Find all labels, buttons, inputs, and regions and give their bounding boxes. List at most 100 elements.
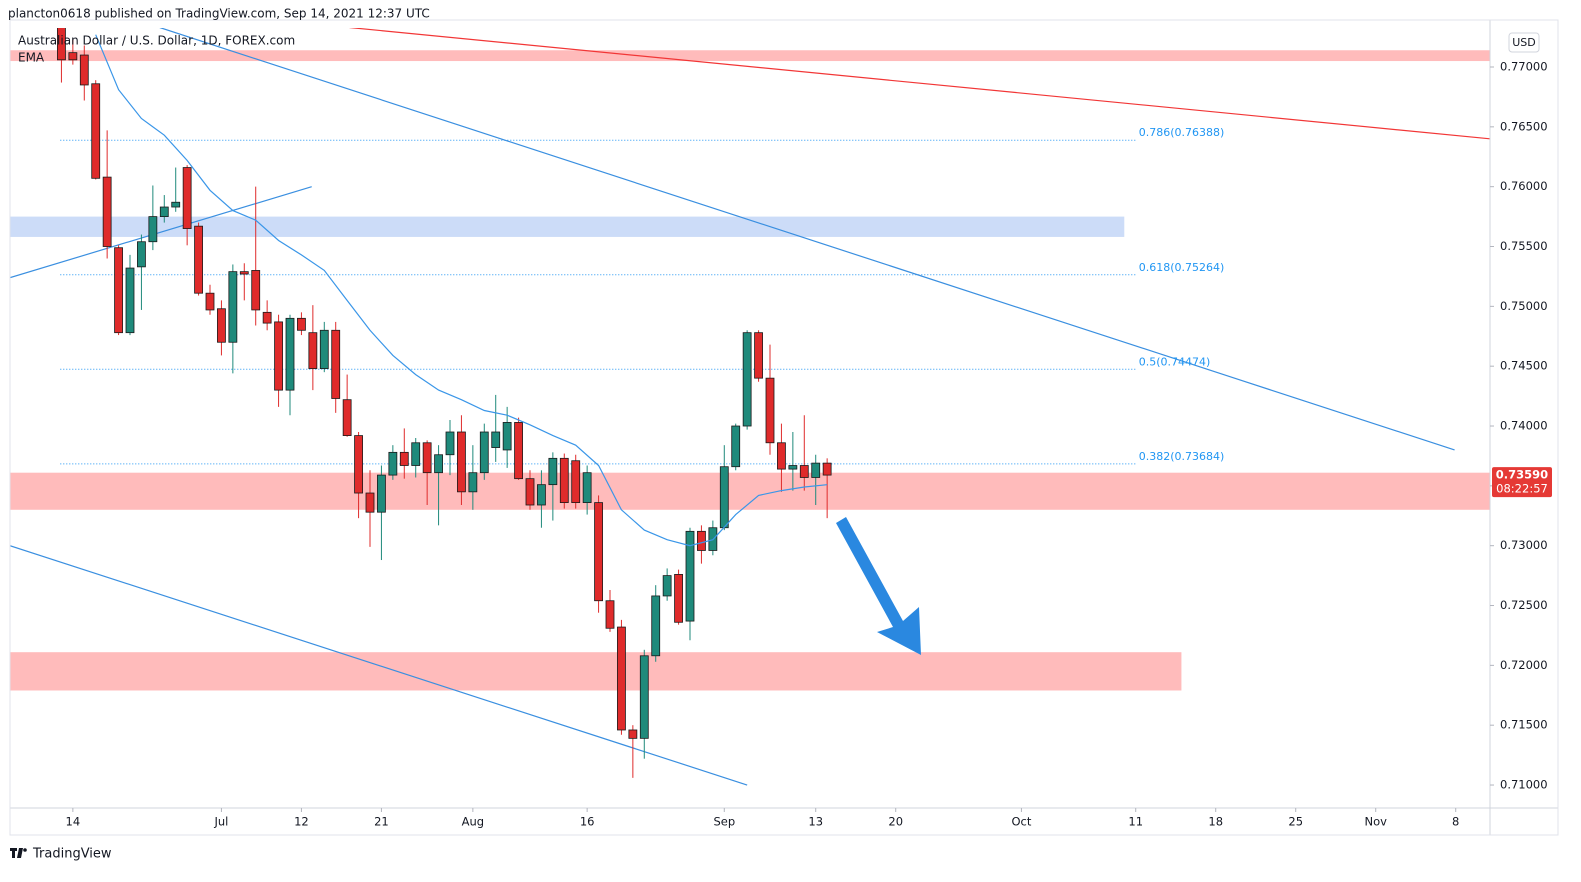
candle-body (262, 311, 272, 324)
y-tick-label: 0.76000 (1500, 179, 1548, 193)
candle-body (79, 54, 89, 86)
candle-body (434, 454, 443, 474)
y-tick-label: 0.77000 (1500, 60, 1548, 74)
zone (10, 652, 1182, 691)
zone (10, 216, 1125, 237)
candle-body (148, 216, 158, 243)
ema-line (95, 34, 828, 547)
candle-body (468, 472, 478, 493)
candle-body (765, 377, 775, 444)
x-tick-label: 14 (66, 815, 81, 829)
candle-body (217, 308, 226, 343)
fib-label: 0.5(0.74474) (1139, 355, 1211, 368)
indicator-name: EMA (18, 51, 45, 65)
candle-body (559, 457, 569, 504)
fib-label: 0.618(0.75264) (1139, 261, 1225, 274)
candle-body (548, 457, 558, 486)
candle-body (582, 472, 592, 504)
candle-body (365, 492, 375, 513)
y-tick-label: 0.72500 (1500, 598, 1548, 612)
x-tick-label: 20 (888, 815, 903, 829)
candle-body (479, 431, 489, 474)
candle-body (137, 241, 146, 268)
publisher: plancton0618 published on TradingView.co… (8, 7, 430, 21)
candle-body (525, 478, 535, 506)
y-tick-label: 0.73000 (1500, 538, 1548, 552)
x-tick-label: 25 (1288, 815, 1303, 829)
x-tick-label: 8 (1452, 815, 1459, 829)
trendline (159, 28, 1455, 451)
y-tick-label: 0.76500 (1500, 119, 1548, 133)
candle-body (297, 317, 306, 331)
candle-body (571, 460, 581, 504)
candle-body (514, 422, 523, 480)
y-tick-label: 0.71000 (1500, 778, 1548, 792)
candle-body (102, 176, 112, 247)
candle-body (91, 83, 101, 179)
candle-body (445, 431, 455, 456)
candle-body (274, 321, 283, 391)
candle-body (171, 201, 181, 208)
candle-body (731, 425, 741, 468)
candle-body (399, 451, 409, 466)
trendline (10, 545, 748, 786)
candle-body (285, 317, 295, 391)
symbol-title: Australian Dollar / U.S. Dollar, 1D, FOR… (18, 34, 295, 48)
candle-body (125, 267, 135, 334)
candle-body (651, 595, 661, 657)
fib-label: 0.786(0.76388) (1139, 126, 1225, 139)
candle-body (68, 52, 78, 61)
candle-body (457, 431, 466, 493)
zone (10, 50, 1490, 62)
candle-body (754, 332, 763, 379)
x-tick-label: Nov (1364, 815, 1387, 829)
candle-body (628, 729, 638, 739)
last-price-tag (1492, 467, 1552, 498)
trendline (10, 186, 312, 279)
candle-body (799, 465, 809, 478)
candle-body (388, 451, 398, 476)
candle-body (697, 530, 706, 551)
countdown: 08:22:57 (1496, 482, 1548, 496)
x-tick-label: Oct (1011, 815, 1031, 829)
candle-body (159, 206, 169, 217)
candle-body (594, 502, 603, 602)
down-arrow (836, 517, 921, 655)
x-tick-label: 13 (808, 815, 823, 829)
x-tick-label: 16 (580, 815, 595, 829)
zone (10, 472, 1490, 510)
x-tick-label: 12 (294, 815, 309, 829)
fib-label: 0.382(0.73684) (1139, 450, 1225, 463)
candle-body (354, 435, 363, 494)
candle-body (251, 270, 261, 311)
logo: TradingView (10, 847, 112, 862)
candle-body (308, 332, 318, 369)
candle-body (502, 422, 512, 451)
candle-body (719, 466, 729, 529)
candle-body (674, 574, 683, 623)
candle-body (811, 462, 821, 478)
candle-body (537, 484, 546, 506)
y-tick-label: 0.72000 (1500, 658, 1548, 672)
y-tick-label: 0.74500 (1500, 359, 1548, 373)
x-tick-label: 11 (1128, 815, 1143, 829)
candle-body (605, 600, 615, 629)
candle-body (422, 442, 432, 474)
candle-body (411, 442, 421, 466)
y-tick-label: 0.75500 (1500, 239, 1548, 253)
chart-frame (9, 19, 1559, 836)
x-tick-label: Aug (462, 815, 484, 829)
currency[interactable]: USD (1512, 36, 1536, 49)
candle-body (194, 225, 203, 294)
candle-body (239, 271, 249, 275)
candle-body (742, 332, 752, 427)
logo-text: TradingView (32, 847, 112, 862)
candle-body (639, 655, 649, 739)
x-tick-label: Sep (713, 815, 735, 829)
plot-area (10, 28, 1490, 786)
candle-body (377, 474, 386, 513)
axes: 0.71000 0.71500 0.72000 0.72500 0.73000 0.735… (66, 60, 1548, 829)
currency-box[interactable] (1508, 32, 1540, 53)
candle-body (491, 431, 501, 448)
